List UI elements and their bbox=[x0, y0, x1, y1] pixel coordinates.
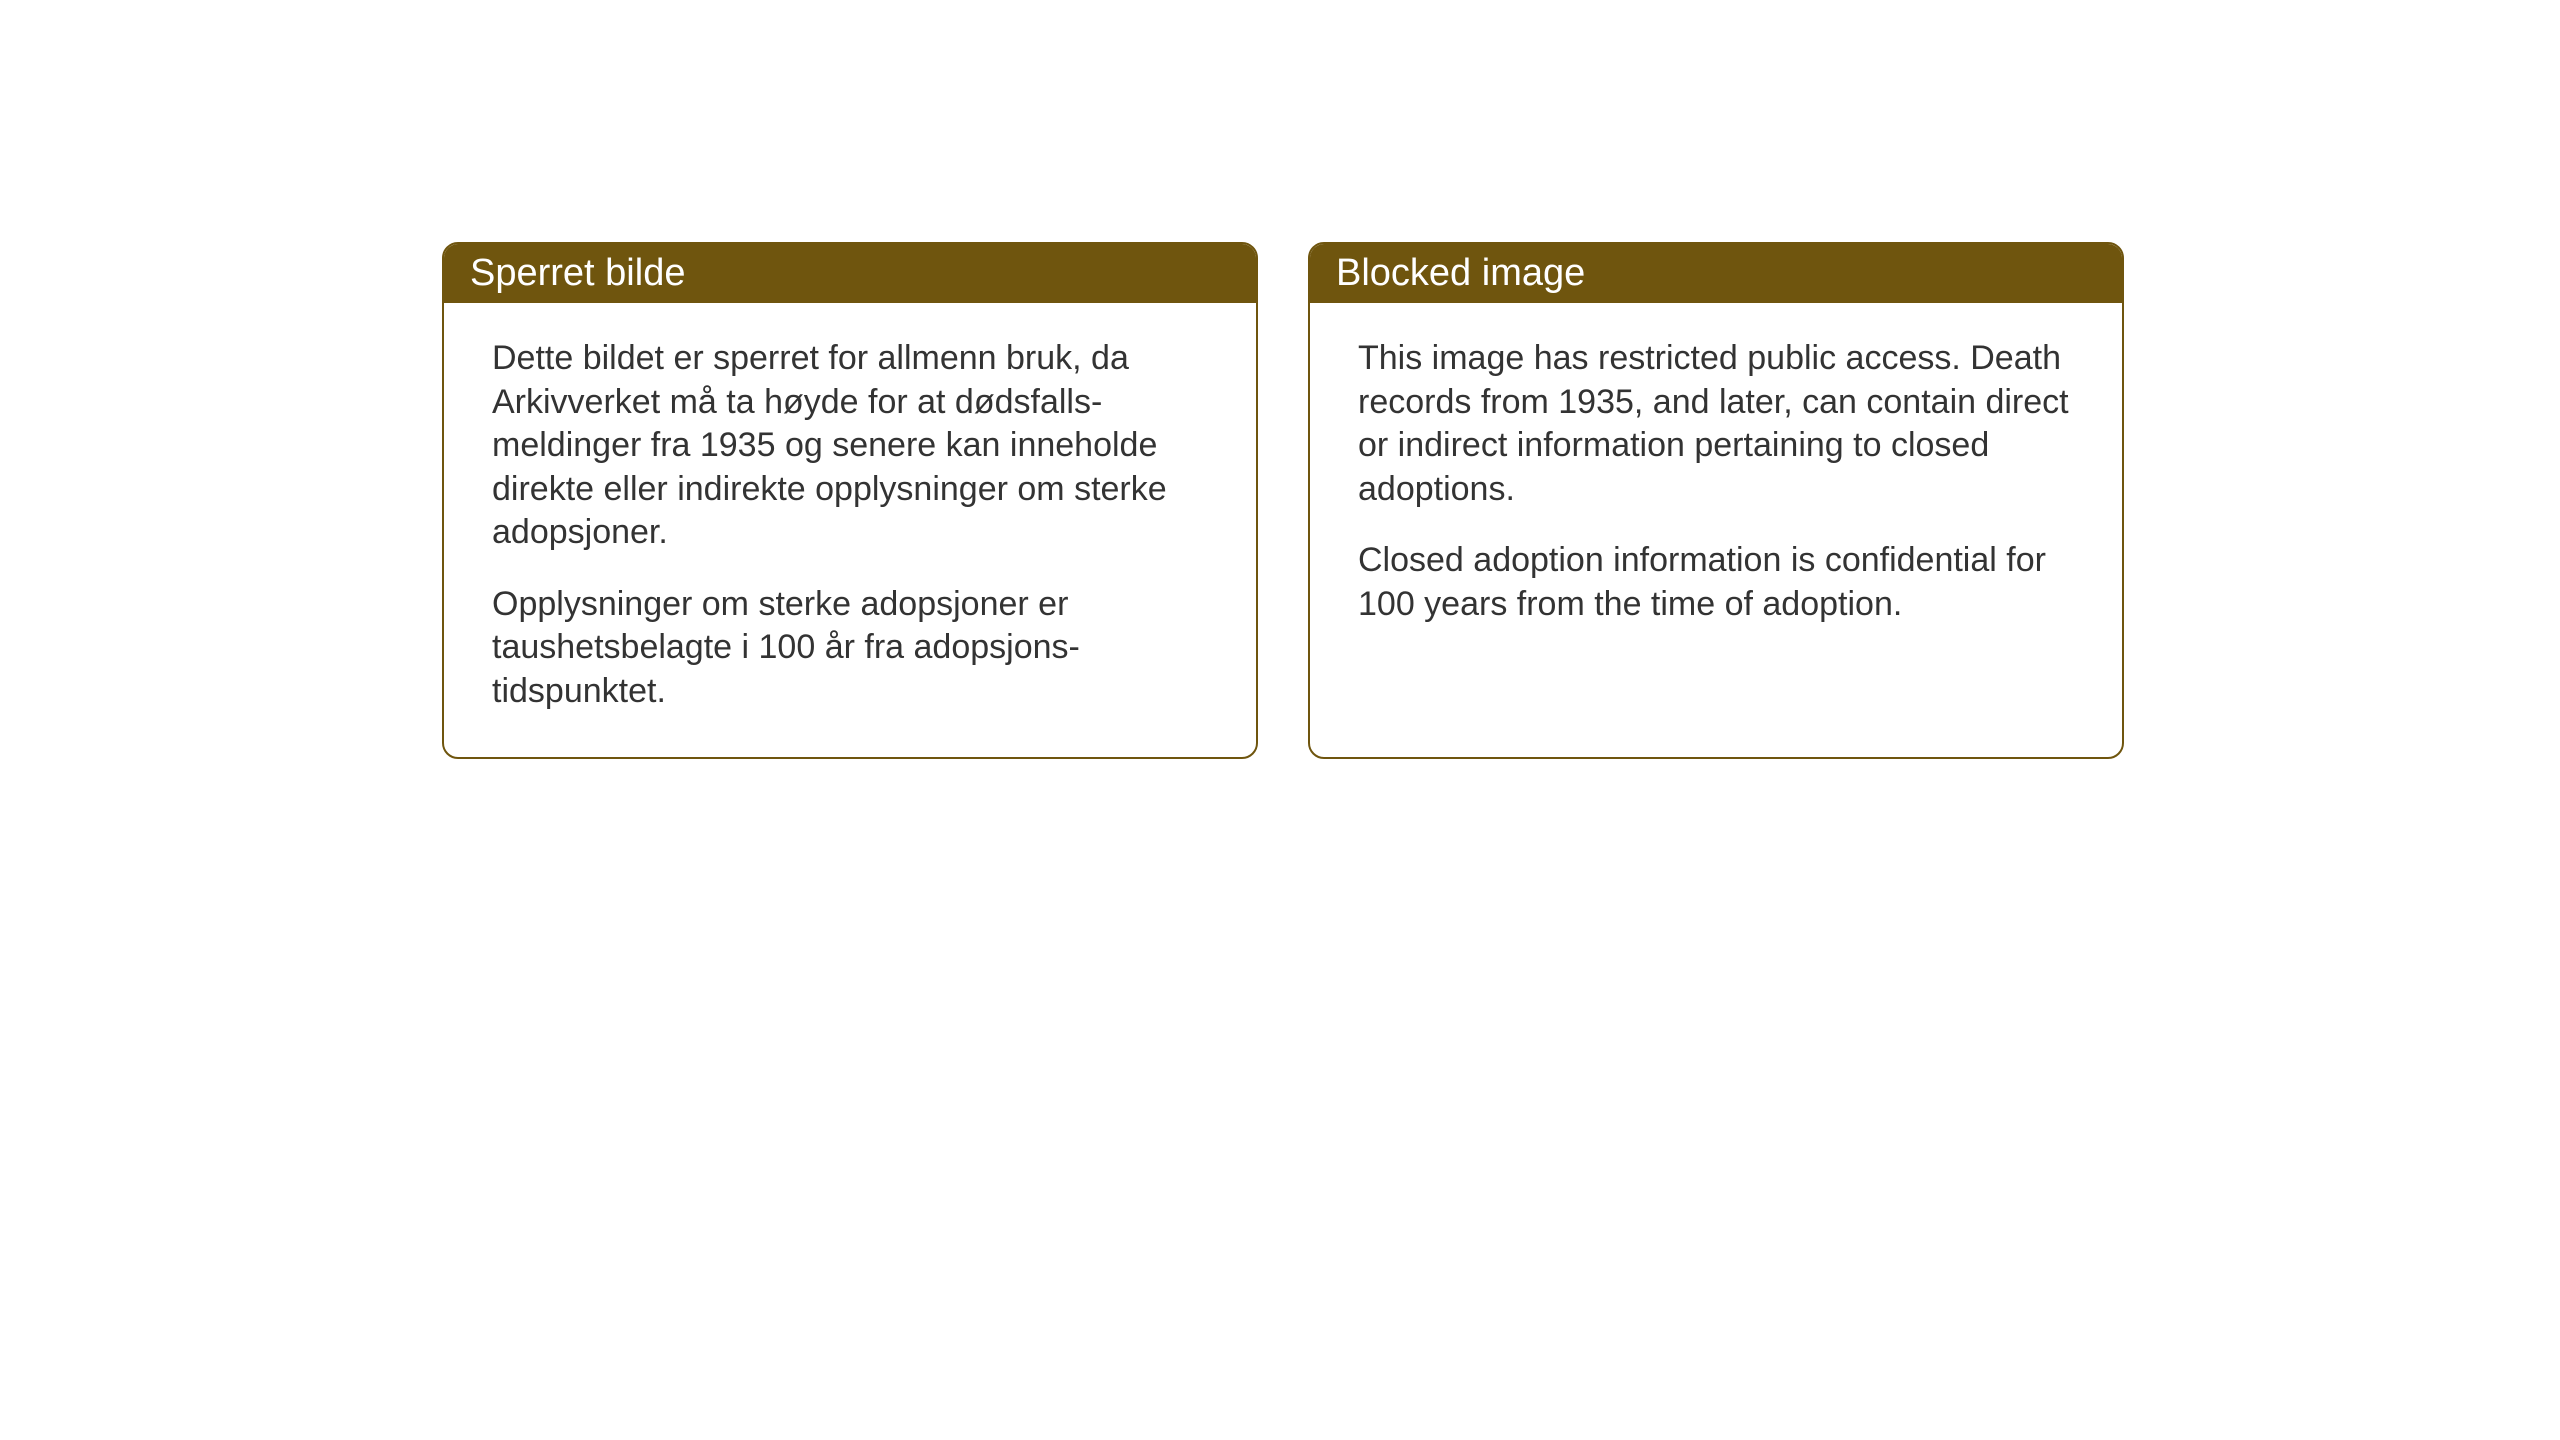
english-card-title: Blocked image bbox=[1310, 244, 2122, 303]
english-notice-card: Blocked image This image has restricted … bbox=[1308, 242, 2124, 759]
english-card-body: This image has restricted public access.… bbox=[1310, 303, 2122, 670]
norwegian-card-body: Dette bildet er sperret for allmenn bruk… bbox=[444, 303, 1256, 757]
english-paragraph-1: This image has restricted public access.… bbox=[1358, 337, 2074, 511]
notice-container: Sperret bilde Dette bildet er sperret fo… bbox=[442, 242, 2124, 759]
norwegian-paragraph-2: Opplysninger om sterke adopsjoner er tau… bbox=[492, 583, 1208, 714]
norwegian-paragraph-1: Dette bildet er sperret for allmenn bruk… bbox=[492, 337, 1208, 555]
english-paragraph-2: Closed adoption information is confident… bbox=[1358, 539, 2074, 626]
norwegian-notice-card: Sperret bilde Dette bildet er sperret fo… bbox=[442, 242, 1258, 759]
norwegian-card-title: Sperret bilde bbox=[444, 244, 1256, 303]
